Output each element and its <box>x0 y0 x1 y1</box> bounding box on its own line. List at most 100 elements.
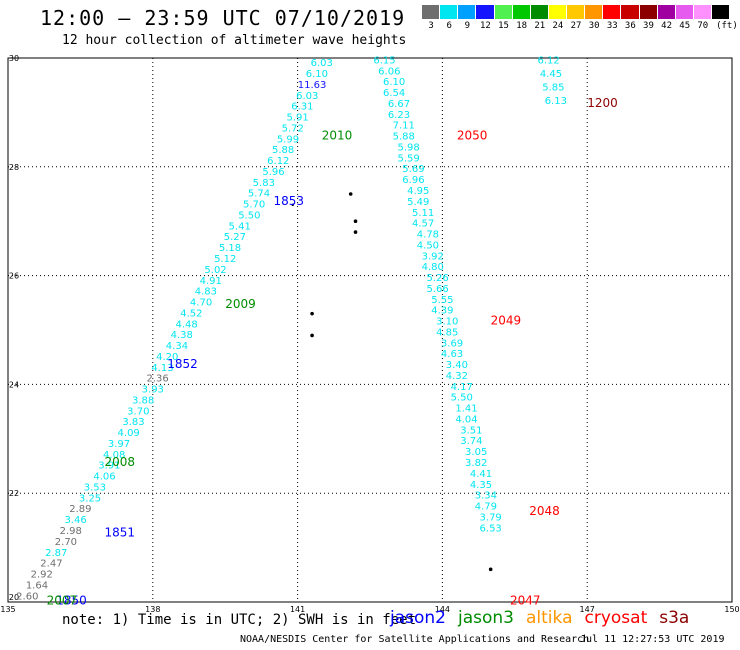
data-point-label: 6.10 <box>383 77 405 88</box>
data-point-label: 5.02 <box>204 265 226 276</box>
data-point-label: 5.85 <box>542 83 564 94</box>
data-point-label: 3.74 <box>460 436 482 447</box>
chart-title: 12:00 — 23:59 UTC 07/10/2019 <box>40 6 406 30</box>
data-point-label: 5.12 <box>214 254 236 265</box>
data-point-label: 6.10 <box>306 69 328 80</box>
legend-swatch <box>458 5 477 19</box>
data-point-label: 3.97 <box>108 439 130 450</box>
pass-time-label: 2050 <box>457 129 488 143</box>
island-mark <box>353 219 358 223</box>
x-tick-label: 138 <box>145 605 160 614</box>
data-point-label: 5.26 <box>426 273 448 284</box>
data-point-label: 3.34 <box>475 491 497 502</box>
data-point-label: 6.12 <box>267 156 289 167</box>
pass-time-label: 2048 <box>529 504 560 518</box>
data-point-label: 5.59 <box>397 153 419 164</box>
data-point-label: 6.23 <box>388 110 410 121</box>
satellite-jason2: jason2 <box>390 608 446 628</box>
data-point-label: 3.40 <box>446 360 468 371</box>
legend-swatch <box>712 5 731 19</box>
data-point-label: 1.41 <box>455 404 477 415</box>
data-point-label: 3.53 <box>84 482 106 493</box>
data-point-label: 6.31 <box>291 102 313 113</box>
x-tick-label: 147 <box>580 605 595 614</box>
legend-swatch <box>639 5 658 19</box>
data-point-label: 2.36 <box>146 374 168 385</box>
data-point-label: 5.98 <box>397 142 419 153</box>
island-mark <box>348 192 353 196</box>
pass-time-label: 1852 <box>167 357 198 371</box>
data-point-label: 4.06 <box>93 472 115 483</box>
data-point-label: 5.91 <box>286 113 308 124</box>
legend-label: 21 <box>534 21 546 31</box>
data-point-label: 7.11 <box>393 121 415 132</box>
data-point-label: 3.82 <box>465 458 487 469</box>
pass-time-label: 1850 <box>56 594 87 608</box>
data-point-label: 3.93 <box>142 385 164 396</box>
data-point-label: 3.92 <box>422 251 444 262</box>
data-point-label: 6.06 <box>378 66 400 77</box>
legend-swatch <box>548 5 567 19</box>
data-point-label: 5.50 <box>238 210 260 221</box>
legend-label: 6 <box>446 21 452 31</box>
plot-frame <box>7 57 733 603</box>
data-point-label: 3.88 <box>132 395 154 406</box>
legend-label: 15 <box>498 21 509 31</box>
data-point-label: 4.95 <box>407 186 429 197</box>
data-point-label: 5.55 <box>431 295 453 306</box>
legend-swatch <box>675 5 694 19</box>
island-mark <box>488 567 493 572</box>
data-point-label: 3.51 <box>460 425 482 436</box>
credit-line: NOAA/NESDIS Center for Satellite Applica… <box>240 634 590 645</box>
data-point-label: 5.18 <box>219 243 241 254</box>
pass-time-label: 2010 <box>322 129 353 143</box>
data-point-label: 6.12 <box>537 55 559 66</box>
pass-time-label: 1851 <box>105 526 136 540</box>
data-point-label: 4.48 <box>175 319 197 330</box>
data-point-label: 2.92 <box>31 570 53 581</box>
x-tick-label: 141 <box>290 605 305 614</box>
legend-label: 70 <box>697 21 709 31</box>
satellite-altika: altika <box>526 608 573 628</box>
legend-label: 42 <box>661 21 672 31</box>
data-point-label: 5.83 <box>253 178 275 189</box>
legend-label: 36 <box>624 21 636 31</box>
legend-swatch <box>476 5 495 19</box>
pass-time-label: 1200 <box>587 96 618 110</box>
pass-time-label: 2007 <box>47 594 78 608</box>
satellite-s3a: s3a <box>659 608 690 628</box>
legend-label: 24 <box>552 21 564 31</box>
data-point-label: 6.67 <box>388 99 410 110</box>
legend-swatch <box>585 5 604 19</box>
data-point-label: 6.03 <box>311 58 333 69</box>
data-point-label: 5.66 <box>426 284 448 295</box>
data-point-label: 4.17 <box>451 382 473 393</box>
data-point-label: 5.41 <box>229 221 251 232</box>
data-point-label: 3.91 <box>98 461 120 472</box>
x-tick-label: 144 <box>435 605 450 614</box>
y-tick-label: 22 <box>9 489 19 498</box>
data-point-label: 6.54 <box>383 88 405 99</box>
y-tick-label: 20 <box>9 593 19 602</box>
legend-swatch <box>440 5 459 19</box>
island-mark <box>353 230 358 234</box>
data-point-label: 4.50 <box>417 240 439 251</box>
pass-time-label: 2047 <box>510 594 541 608</box>
satellite-legend: jason2 jason3 altika cryosat s3a <box>390 608 701 628</box>
data-point-label: 5.96 <box>262 167 284 178</box>
data-point-label: 4.04 <box>455 414 477 425</box>
data-point-label: 11.63 <box>298 80 327 91</box>
color-legend-bar <box>422 5 731 19</box>
data-point-label: 6.03 <box>296 91 318 102</box>
data-point-label: 5.70 <box>243 200 265 211</box>
data-point-label: 3.79 <box>480 512 502 523</box>
data-point-label: 4.63 <box>441 349 463 360</box>
y-tick-label: 30 <box>9 54 19 63</box>
footer-note: note: 1) Time is in UTC; 2) SWH is in fe… <box>62 612 417 628</box>
legend-label: 45 <box>679 21 691 31</box>
data-point-label: 4.38 <box>171 330 193 341</box>
data-point-label: 3.05 <box>465 447 487 458</box>
data-point-label: 4.91 <box>200 276 222 287</box>
data-point-label: 4.09 <box>118 428 140 439</box>
